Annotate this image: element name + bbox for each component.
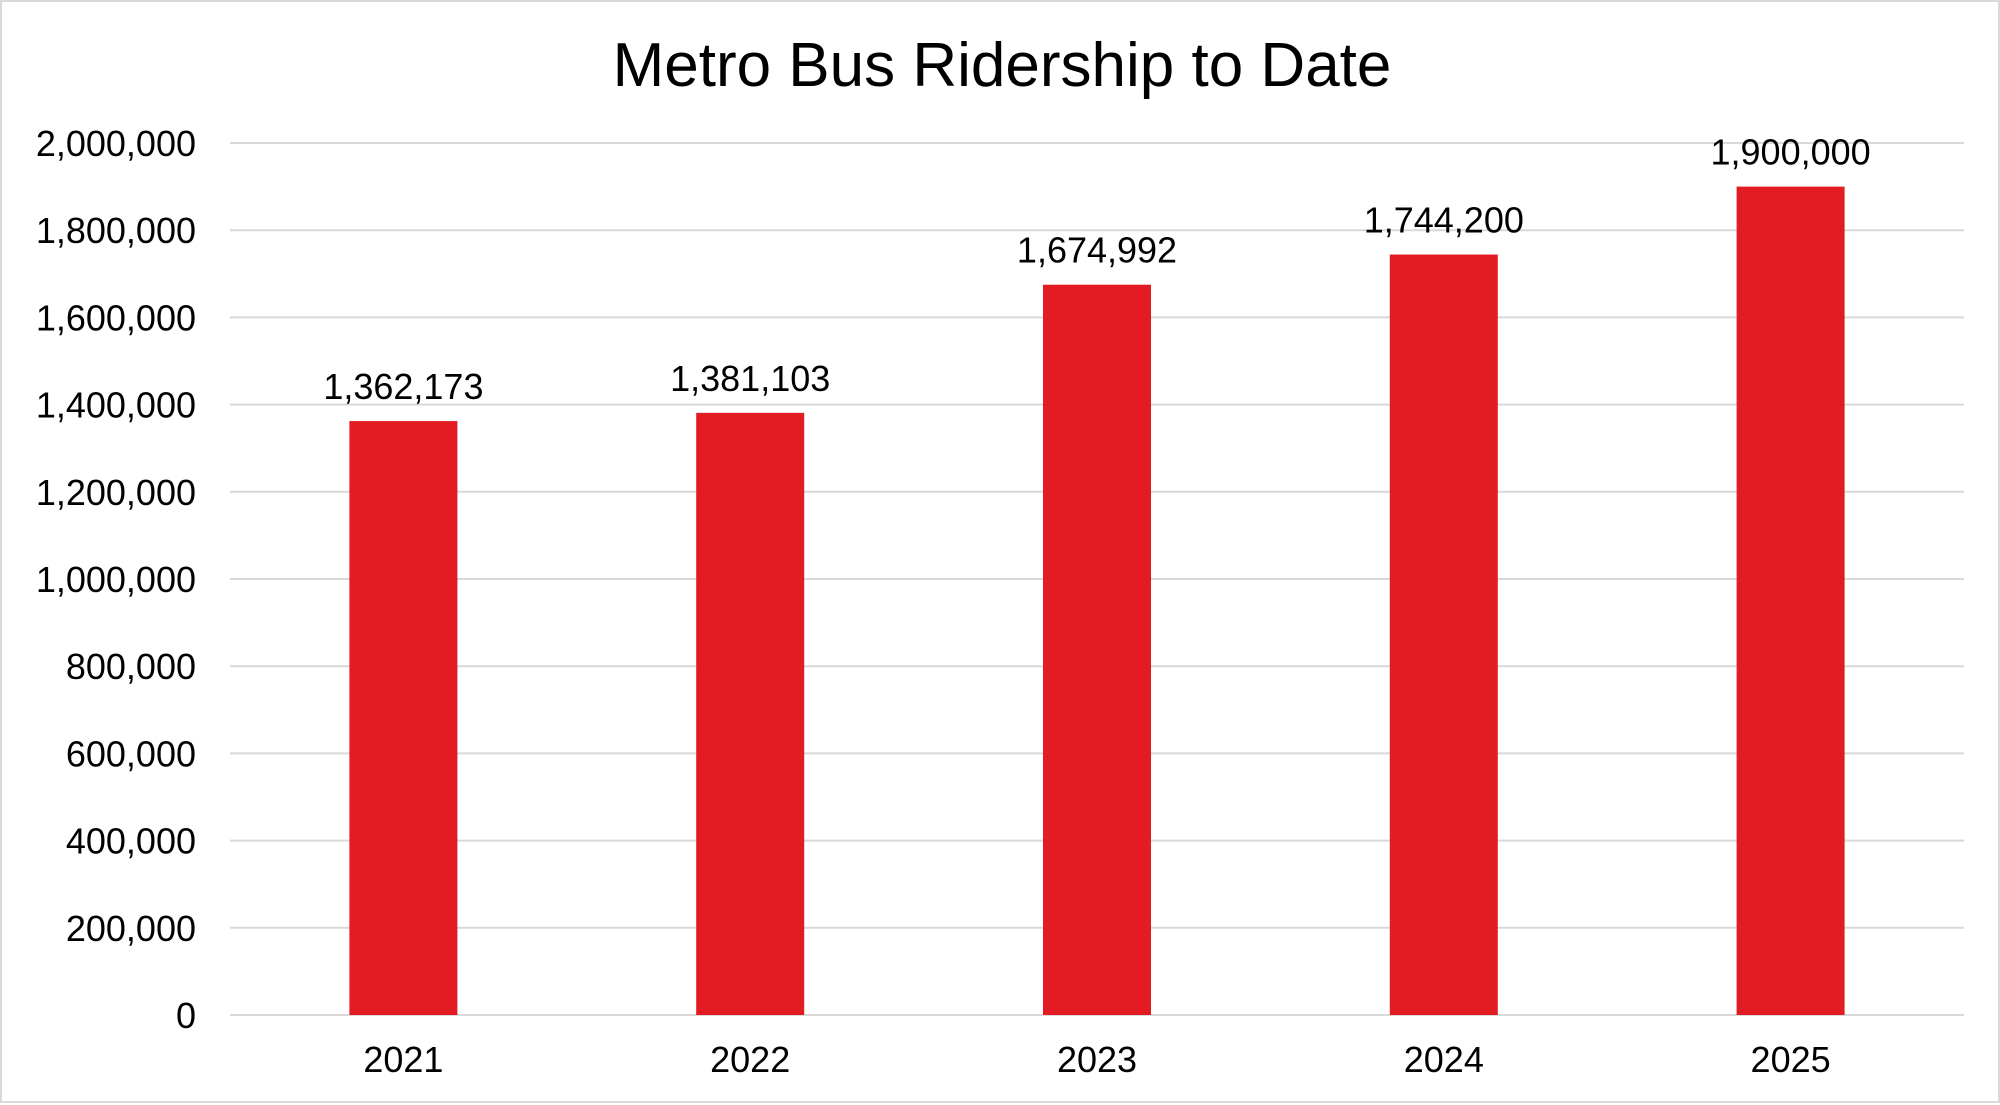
bar-2025 [1736,186,1845,1016]
x-tick-label: 2025 [1751,1039,1831,1080]
y-tick-label: 600,000 [66,733,196,774]
y-tick-label: 800,000 [66,646,196,687]
bar-2022 [696,412,805,1015]
chart-title: Metro Bus Ridership to Date [613,31,1392,100]
bars [349,186,1845,1016]
y-tick-label: 1,000,000 [36,559,196,600]
y-axis-tick-labels: 0 200,000 400,000 600,000 800,000 1,000,000 1,… [36,123,196,1036]
data-label: 1,744,200 [1364,200,1524,241]
data-label: 1,900,000 [1711,132,1871,173]
data-labels: 1,362,173 1,381,103 1,674,992 1,744,200 1,90… [323,132,1870,407]
data-label: 1,674,992 [1017,230,1177,271]
bar-2021 [349,421,458,1016]
bar-2024 [1389,254,1498,1015]
y-tick-label: 1,200,000 [36,472,196,513]
y-tick-label: 200,000 [66,908,196,949]
data-label: 1,362,173 [323,366,483,407]
x-tick-label: 2021 [363,1039,443,1080]
data-label: 1,381,103 [670,358,830,399]
x-axis-tick-labels: 2021 2022 2023 2024 2025 [363,1039,1830,1080]
y-tick-label: 1,600,000 [36,297,196,338]
y-tick-label: 0 [176,995,196,1036]
y-tick-label: 2,000,000 [36,123,196,164]
x-tick-label: 2024 [1404,1039,1484,1080]
x-tick-label: 2023 [1057,1039,1137,1080]
bar-2023 [1043,284,1151,1015]
y-tick-label: 1,800,000 [36,210,196,251]
y-tick-label: 400,000 [66,821,196,862]
y-tick-label: 1,400,000 [36,385,196,426]
x-tick-label: 2022 [710,1039,790,1080]
